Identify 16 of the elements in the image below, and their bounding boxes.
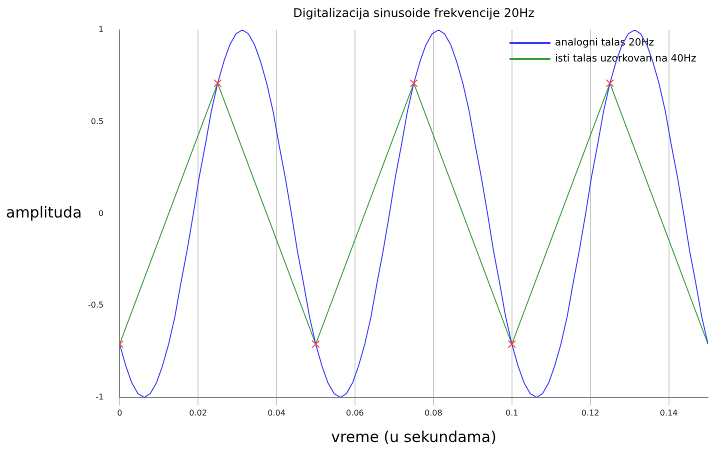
y-tick-label: -0.5 [88,300,104,310]
x-tick-label: 0.12 [581,408,600,418]
x-tick-label: 0 [117,408,122,418]
x-tick-label: 0.04 [268,408,286,418]
y-tick-label: -1 [96,392,104,402]
x-tick-label: 0.02 [189,408,207,418]
y-tick-label: 0 [98,208,104,218]
chart-title: Digitalizacija sinusoide frekvencije 20Hz [293,6,534,20]
x-tick-label: 0.14 [660,408,678,418]
x-tick-label: 0.08 [424,408,442,418]
y-tick-label: 0.5 [90,116,104,126]
x-axis-title: vreme (u sekundama) [331,428,496,446]
x-tick-label: 0.1 [506,408,518,418]
x-tick-label: 0.06 [346,408,364,418]
y-axis-title: amplituda [6,204,82,222]
y-tick-label: 1 [98,25,104,34]
